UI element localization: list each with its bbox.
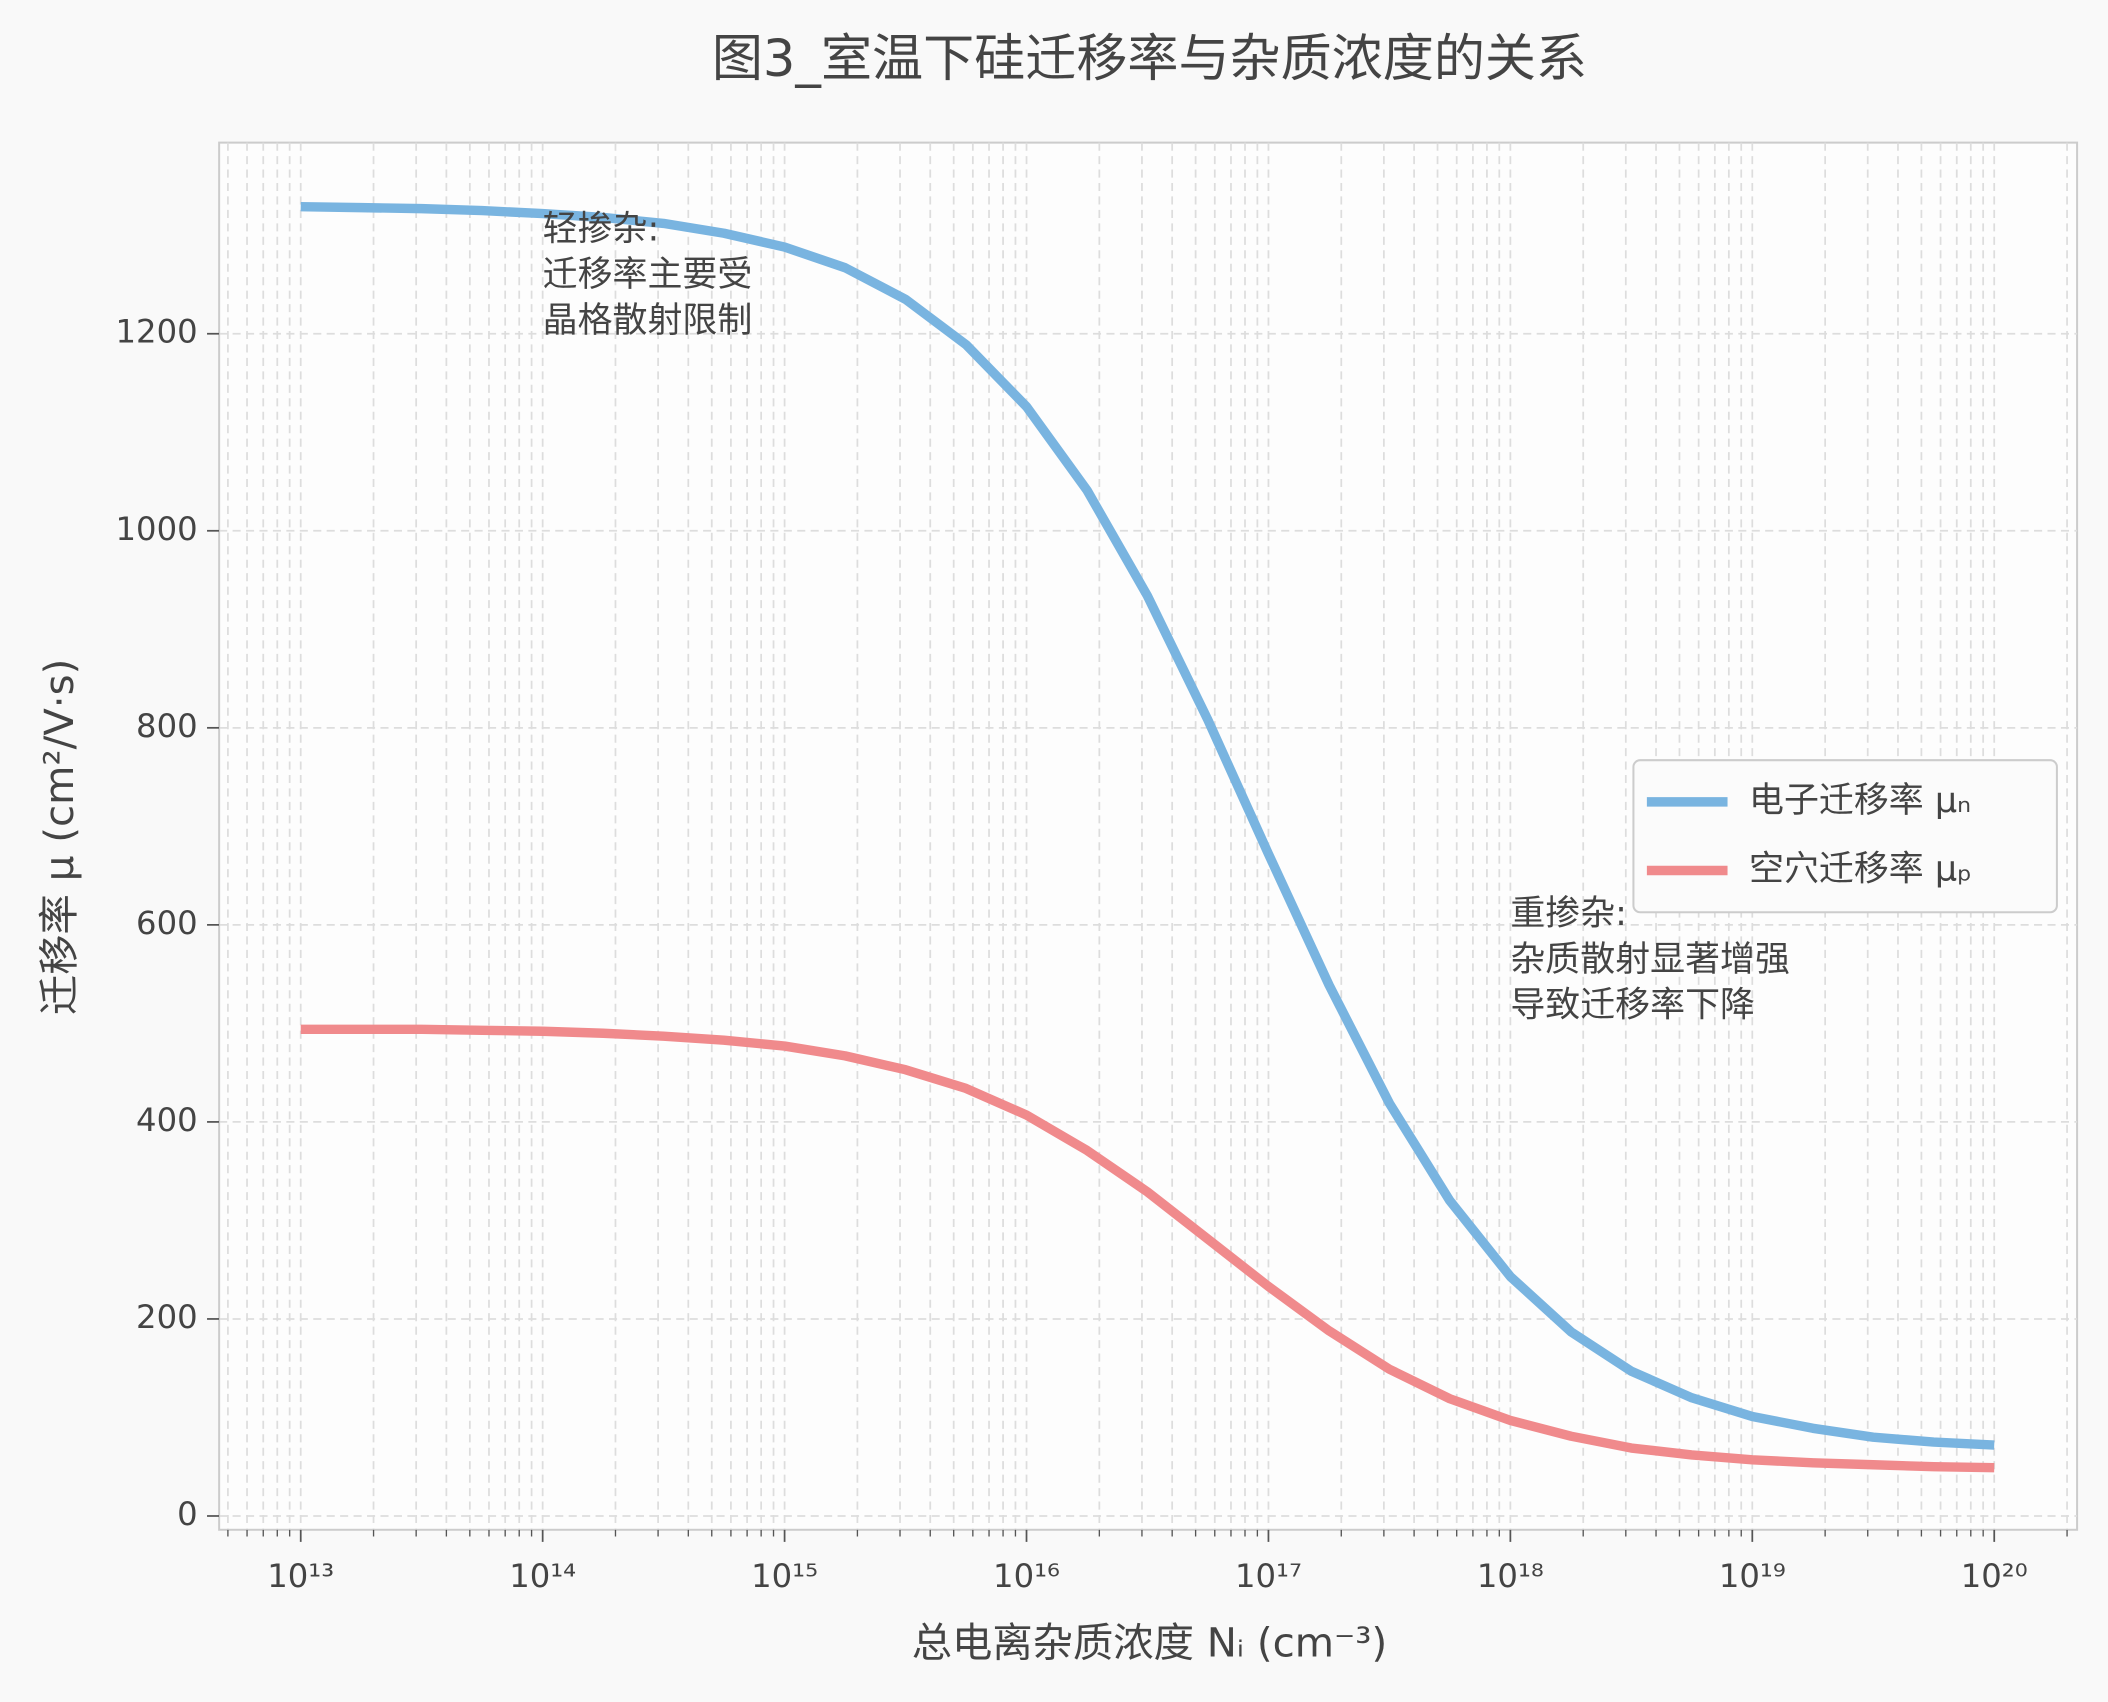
y-tick-label: 0 [177, 1495, 198, 1533]
x-tick-label: 10¹⁵ [751, 1557, 818, 1595]
legend-box [1632, 759, 2058, 914]
y-tick-label: 800 [136, 707, 198, 745]
legend-label: 电子迁移率 μₙ [1749, 781, 1971, 821]
y-tick-label: 400 [136, 1101, 198, 1139]
annotation: 杂质散射显著增强 [1510, 940, 1790, 980]
y-tick-label: 200 [136, 1298, 198, 1336]
y-tick-label: 1000 [116, 510, 198, 548]
y-tick-label: 600 [136, 904, 198, 942]
data-line [300, 1024, 1995, 1473]
x-tick-label: 10¹⁴ [509, 1557, 576, 1595]
y-tick-label: 1200 [116, 313, 198, 351]
annotation: 迁移率主要受 [543, 255, 753, 295]
x-tick-label: 10²⁰ [1961, 1557, 2028, 1595]
x-tick-label: 10¹⁹ [1719, 1557, 1786, 1595]
x-tick-label: 10¹⁶ [993, 1557, 1060, 1595]
y-axis-label: 迁移率 μ (cm²/V·s) [36, 659, 83, 1016]
annotation: 重掺杂: [1510, 894, 1627, 934]
x-tick-label: 10¹⁸ [1477, 1557, 1544, 1595]
legend-label: 空穴迁移率 μₚ [1749, 850, 1972, 890]
annotation: 晶格散射限制 [543, 301, 753, 341]
annotation: 导致迁移率下降 [1510, 985, 1755, 1025]
data-line [300, 201, 1995, 1450]
x-axis-label: 总电离杂质浓度 Nᵢ (cm⁻³) [912, 1619, 1387, 1666]
chart-title: 图3_室温下硅迁移率与杂质浓度的关系 [712, 30, 1587, 89]
x-tick-label: 10¹³ [267, 1557, 334, 1595]
annotation: 轻掺杂: [543, 209, 660, 249]
x-tick-label: 10¹⁷ [1235, 1557, 1302, 1595]
